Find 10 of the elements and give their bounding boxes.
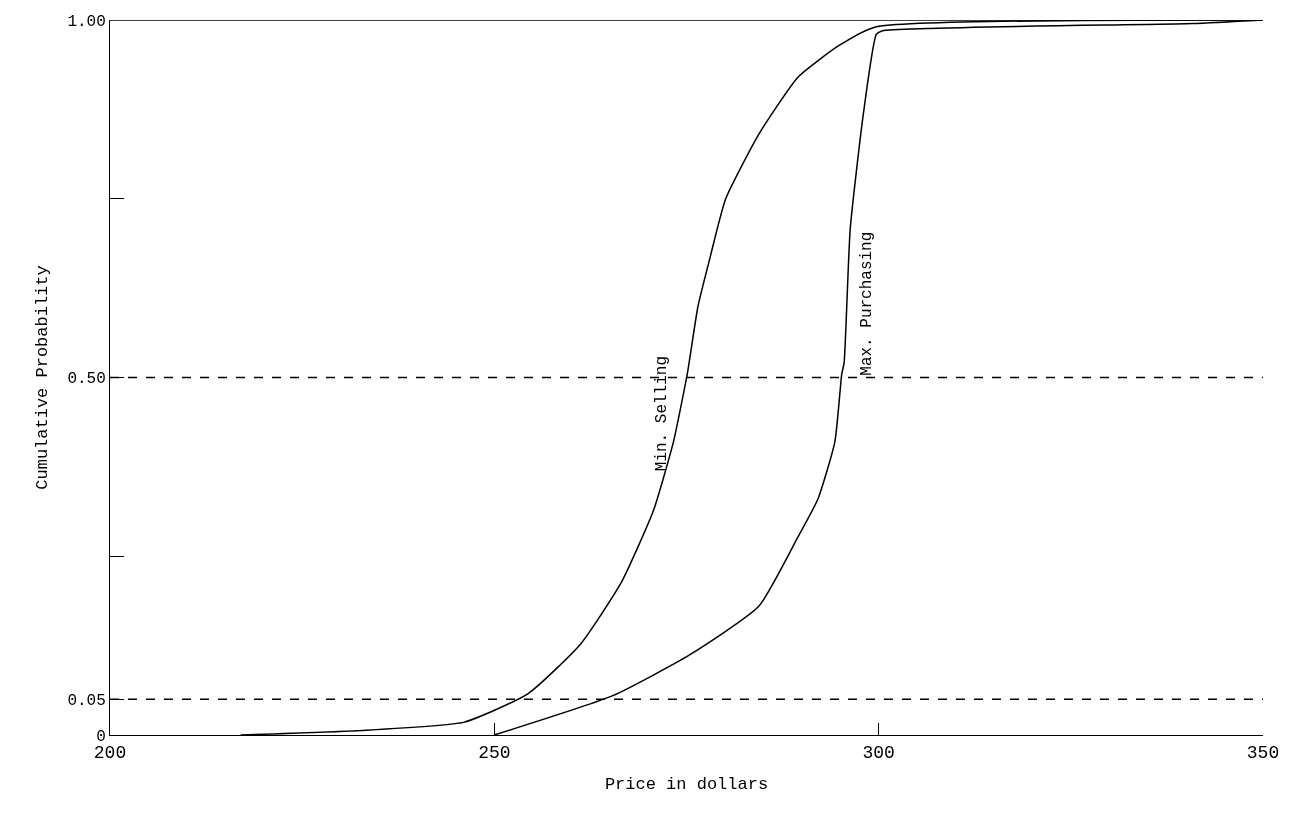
x-axis-title: Price in dollars — [604, 775, 769, 794]
x-tick-label: 250 — [478, 742, 511, 763]
x-tick-label: 300 — [862, 742, 895, 763]
y-tick-label: 0.50 — [67, 370, 106, 389]
x-tick-label: 350 — [1246, 742, 1280, 763]
text: Min. Selling — [653, 355, 672, 472]
y-tick-label: 0.05 — [67, 691, 106, 710]
y-axis-title: Cumulative Probability — [32, 265, 52, 490]
y-tick-label: 1.00 — [67, 12, 106, 31]
text: Max. Purchasing — [857, 231, 876, 376]
